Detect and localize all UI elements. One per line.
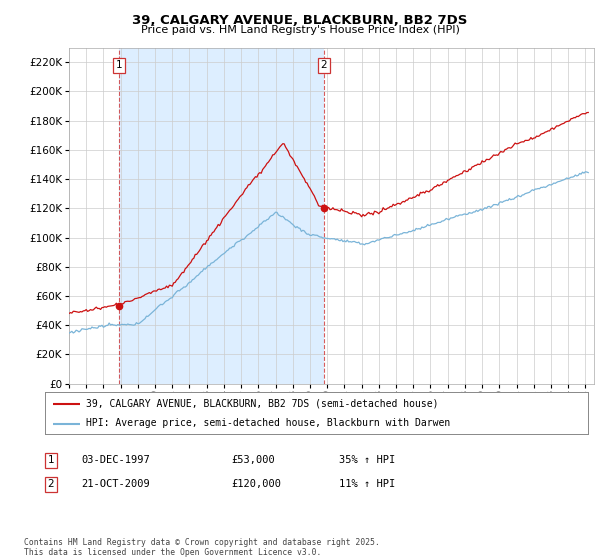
Text: Price paid vs. HM Land Registry's House Price Index (HPI): Price paid vs. HM Land Registry's House …: [140, 25, 460, 35]
Text: 35% ↑ HPI: 35% ↑ HPI: [339, 455, 395, 465]
Text: 11% ↑ HPI: 11% ↑ HPI: [339, 479, 395, 489]
Text: 2: 2: [47, 479, 55, 489]
Text: HPI: Average price, semi-detached house, Blackburn with Darwen: HPI: Average price, semi-detached house,…: [86, 418, 450, 428]
Text: 2: 2: [320, 60, 327, 70]
Bar: [119, 48, 324, 384]
Text: £120,000: £120,000: [231, 479, 281, 489]
Text: 1: 1: [116, 60, 122, 70]
Text: 39, CALGARY AVENUE, BLACKBURN, BB2 7DS (semi-detached house): 39, CALGARY AVENUE, BLACKBURN, BB2 7DS (…: [86, 399, 438, 409]
Text: £53,000: £53,000: [231, 455, 275, 465]
Text: 39, CALGARY AVENUE, BLACKBURN, BB2 7DS: 39, CALGARY AVENUE, BLACKBURN, BB2 7DS: [133, 14, 467, 27]
Text: Contains HM Land Registry data © Crown copyright and database right 2025.
This d: Contains HM Land Registry data © Crown c…: [24, 538, 380, 557]
Text: 21-OCT-2009: 21-OCT-2009: [81, 479, 150, 489]
Text: 1: 1: [47, 455, 55, 465]
Text: 03-DEC-1997: 03-DEC-1997: [81, 455, 150, 465]
